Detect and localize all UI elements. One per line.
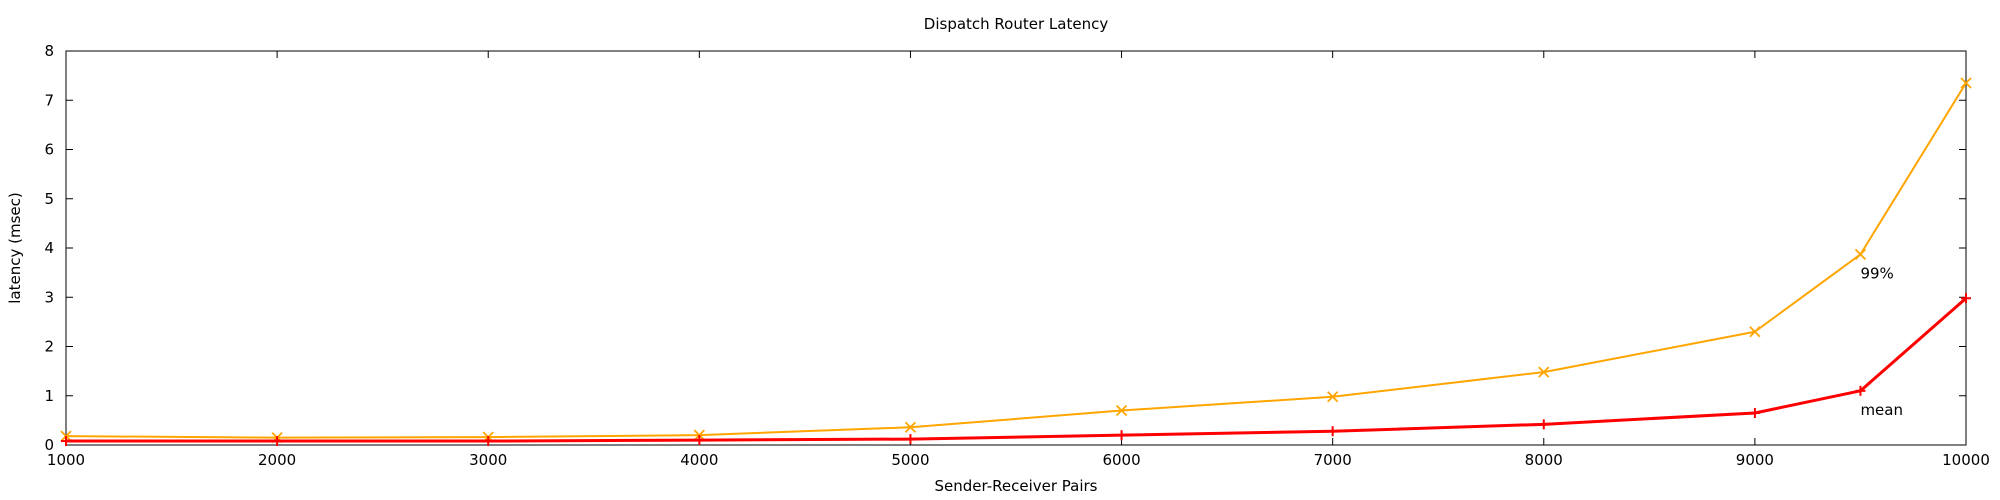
series-label-mean: mean [1860,401,1903,419]
y-tick-label: 4 [44,239,54,257]
data-point-mean [483,436,494,447]
y-tick-label: 8 [44,42,54,60]
x-marker-stroke [904,421,917,433]
x-marker-stroke [1749,326,1761,338]
data-point-p99 [1960,77,1972,89]
x-tick-label: 6000 [1102,451,1140,469]
x-tick-label: 1000 [47,451,85,469]
y-tick-label: 2 [44,338,54,356]
data-point-mean [272,436,283,447]
data-point-mean [1855,385,1866,396]
y-tick-label: 7 [44,91,54,109]
axis-ticks: 1000 2000 3000 4000 5000 6000 7000 8000 9000 1000… [44,42,1989,469]
data-point-p99 [1115,404,1128,417]
data-point-p99 [1749,326,1761,338]
series-annotations: 99% mean [1860,264,1903,418]
x-tick-label: 7000 [1314,451,1352,469]
x-marker-stroke [1115,404,1128,417]
y-tick-label: 5 [44,190,54,208]
plot-frame [65,50,1967,446]
x-marker-stroke [1538,366,1550,378]
chart-title: Dispatch Router Latency [924,15,1109,33]
x-tick-label: 9000 [1736,451,1774,469]
series-layer [60,77,1972,447]
data-point-mean [1538,419,1549,430]
x-axis-label: Sender-Receiver Pairs [934,477,1097,495]
x-tick-label: 10000 [1942,451,1990,469]
data-point-p99 [1854,248,1867,261]
series-line-p99 [65,82,1967,439]
series-label-p99: 99% [1860,264,1893,282]
data-point-mean [1327,426,1338,437]
data-point-mean [1116,430,1127,441]
x-marker-stroke [1960,77,1972,89]
x-marker-stroke [1327,391,1339,403]
y-tick-label: 1 [44,387,54,405]
data-point-mean [61,436,71,447]
y-tick-label: 0 [44,436,54,454]
y-tick-label: 6 [44,141,54,159]
x-tick-label: 3000 [469,451,507,469]
x-tick-label: 2000 [258,451,296,469]
x-tick-label: 8000 [1525,451,1563,469]
data-point-p99 [904,421,917,433]
data-point-mean [1749,407,1760,418]
data-point-p99 [1538,366,1550,378]
x-tick-label: 5000 [891,451,929,469]
y-tick-label: 3 [44,288,54,306]
data-point-p99 [1327,391,1339,403]
x-marker-stroke [1854,248,1867,261]
data-point-mean [694,435,705,446]
y-axis-label: latency (msec) [6,192,24,303]
data-point-mean [1961,293,1971,304]
x-tick-label: 4000 [680,451,718,469]
data-point-mean [905,434,916,445]
